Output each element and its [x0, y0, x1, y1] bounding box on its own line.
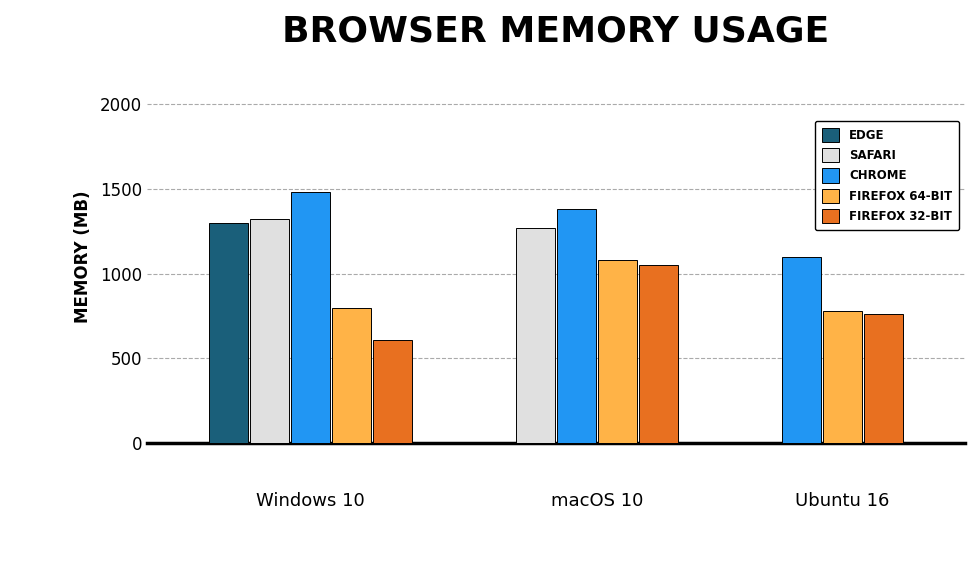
Bar	[210, 223, 248, 443]
Bar	[250, 219, 289, 443]
Bar	[863, 314, 903, 443]
Text: Ubuntu 16: Ubuntu 16	[795, 492, 890, 510]
Text: macOS 10: macOS 10	[551, 492, 643, 510]
Legend: EDGE, SAFARI, CHROME, FIREFOX 64-BIT, FIREFOX 32-BIT: EDGE, SAFARI, CHROME, FIREFOX 64-BIT, FI…	[814, 120, 959, 230]
Title: BROWSER MEMORY USAGE: BROWSER MEMORY USAGE	[282, 15, 830, 49]
Bar	[557, 209, 596, 443]
Y-axis label: MEMORY (MB): MEMORY (MB)	[74, 191, 92, 323]
Bar	[782, 257, 821, 443]
Text: Windows 10: Windows 10	[257, 492, 366, 510]
Bar	[516, 228, 555, 443]
Bar	[373, 340, 412, 443]
Bar	[332, 307, 371, 443]
Bar	[291, 192, 330, 443]
Bar	[823, 311, 861, 443]
Bar	[598, 260, 637, 443]
Bar	[639, 265, 678, 443]
